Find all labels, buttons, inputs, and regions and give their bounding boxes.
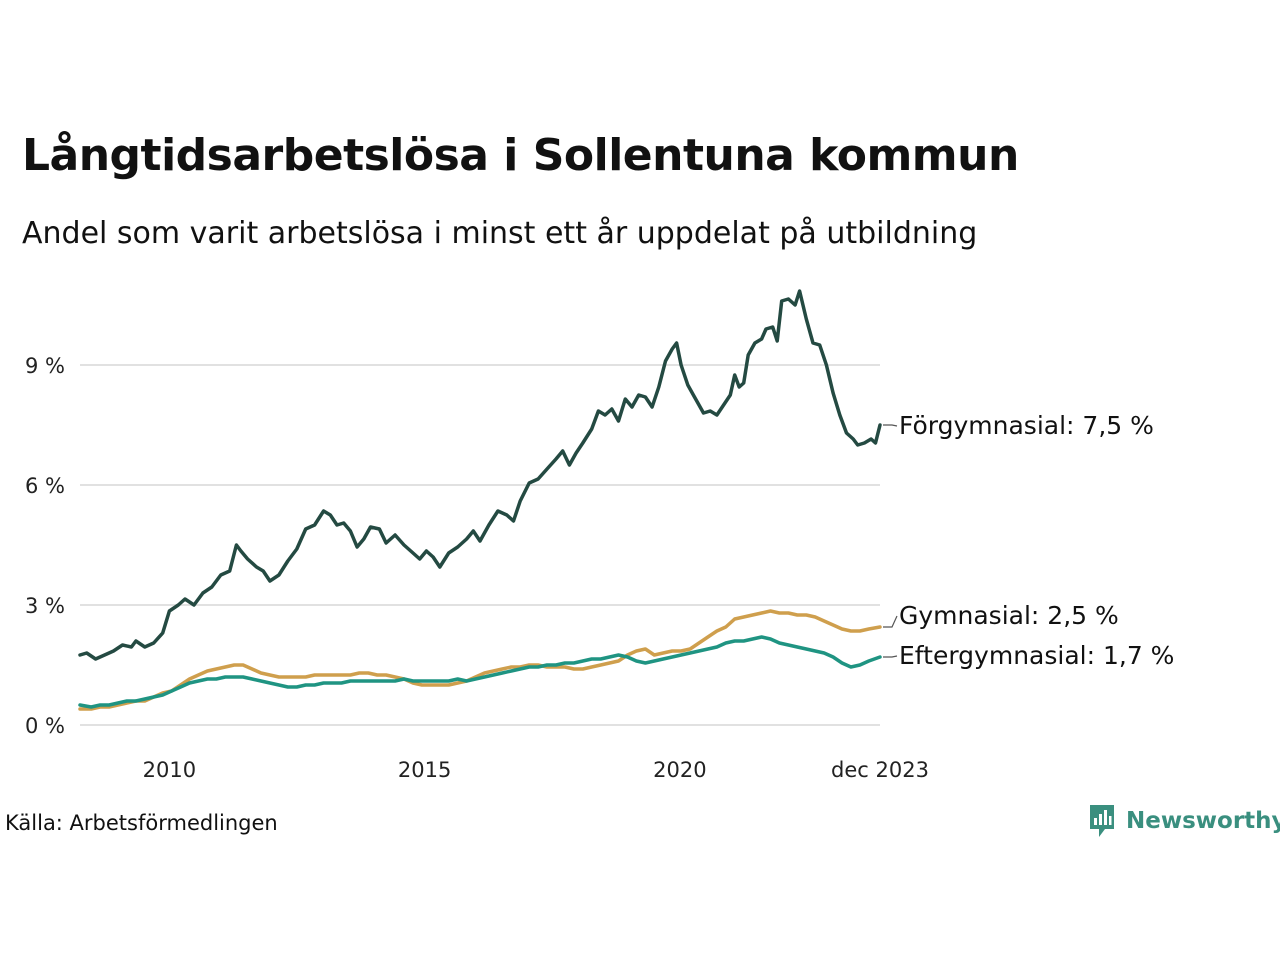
chart-title: Långtidsarbetslösa i Sollentuna kommun (22, 130, 1019, 181)
y-tick-label: 9 % (25, 354, 65, 378)
brand-logo[interactable]: Newsworthy (1088, 803, 1280, 839)
series-label-förgymnasial: Förgymnasial: 7,5 % (899, 411, 1154, 440)
x-axis: 2010 2015 2020 dec 2023 (143, 758, 929, 782)
brand-name: Newsworthy (1126, 808, 1280, 834)
x-tick-label: 2015 (398, 758, 451, 782)
x-tick-label: 2010 (143, 758, 196, 782)
newsworthy-logo-icon (1090, 805, 1114, 837)
y-tick-label: 3 % (25, 594, 65, 618)
label-leader-line (883, 424, 898, 427)
series-line-gymnasial (78, 609, 882, 711)
chart-subtitle: Andel som varit arbetslösa i minst ett å… (22, 216, 978, 251)
series-labels: Förgymnasial: 7,5 % Gymnasial: 2,5 % Efter… (883, 411, 1174, 670)
series-lines (78, 289, 882, 711)
source-note: Källa: Arbetsförmedlingen (5, 811, 278, 835)
label-leader-line (883, 615, 898, 628)
label-leader-line (883, 655, 898, 658)
series-label-eftergymnasial: Eftergymnasial: 1,7 % (899, 641, 1174, 670)
y-axis: 0 % 3 % 6 % 9 % (25, 354, 65, 738)
series-label-gymnasial: Gymnasial: 2,5 % (899, 601, 1119, 630)
gridlines (80, 364, 880, 726)
y-tick-label: 0 % (25, 714, 65, 738)
series-line-förgymnasial (78, 289, 882, 661)
x-tick-label: dec 2023 (831, 758, 929, 782)
y-tick-label: 6 % (25, 474, 65, 498)
series-line-eftergymnasial (78, 635, 882, 709)
x-tick-label: 2020 (653, 758, 706, 782)
